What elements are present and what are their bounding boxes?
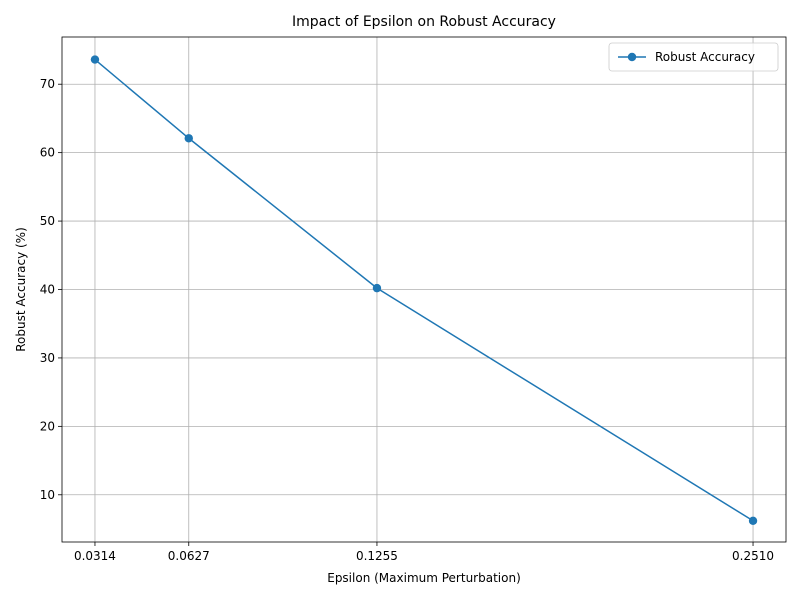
data-point [748,516,758,525]
x-axis-label: Epsilon (Maximum Perturbation) [327,571,521,585]
y-tick-label: 70 [40,77,55,91]
y-axis-ticks: 10 20 30 40 50 60 70 [40,77,62,502]
data-point [90,55,100,64]
y-axis-label: Robust Accuracy (%) [14,227,28,352]
grid [62,37,786,542]
data-point [372,283,382,293]
x-axis-ticks: 0.0314 0.0627 0.1255 0.2510 [74,542,774,563]
legend-label: Robust Accuracy [655,50,755,64]
y-tick-label: 50 [40,214,55,228]
y-tick-label: 20 [40,419,55,433]
data-point [184,134,193,143]
legend-box [608,42,779,72]
x-tick-label: 0.2510 [732,549,774,563]
legend: Robust Accuracy [608,42,779,72]
legend-marker [627,52,637,62]
y-tick-label: 40 [40,283,55,297]
y-tick-label: 10 [40,488,55,502]
series-layer [90,55,758,525]
x-tick-label: 0.0627 [168,549,210,563]
y-tick-label: 60 [40,146,55,160]
y-tick-label: 30 [40,351,55,365]
chart-title: Impact of Epsilon on Robust Accuracy [292,14,556,30]
x-tick-label: 0.1255 [356,549,398,563]
x-tick-label: 0.0314 [74,549,116,563]
series-line [94,59,754,522]
